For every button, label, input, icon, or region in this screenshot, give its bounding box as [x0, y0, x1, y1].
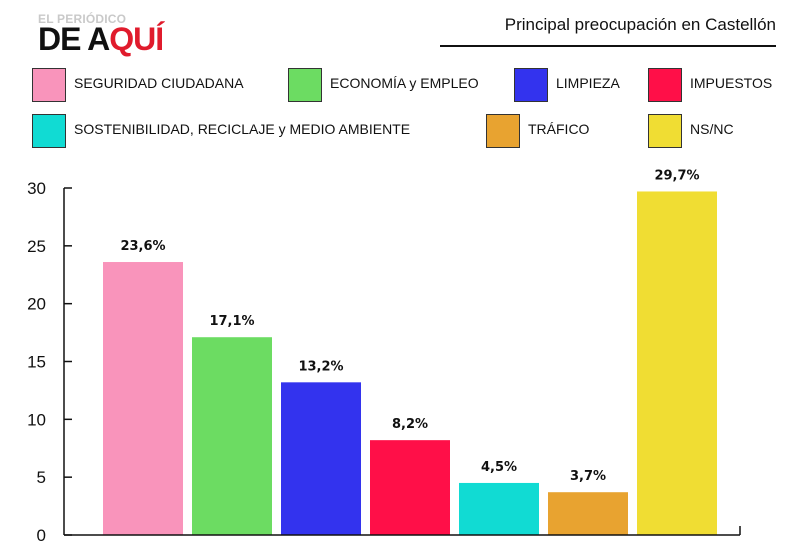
- legend-label: LIMPIEZA: [556, 75, 620, 91]
- y-tick-label: 20: [27, 295, 46, 314]
- y-tick-label: 15: [27, 353, 46, 372]
- bar-value-label: 23,6%: [120, 239, 165, 254]
- bar-value-label: 17,1%: [209, 314, 254, 329]
- legend-label: TRÁFICO: [528, 121, 590, 137]
- legend-label: NS/NC: [690, 121, 734, 137]
- legend-swatch: [648, 68, 682, 102]
- legend-label: ECONOMÍA y EMPLEO: [330, 75, 479, 91]
- legend-swatch: [514, 68, 548, 102]
- bar-value-label: 13,2%: [298, 359, 343, 374]
- bar-0: [103, 262, 183, 535]
- bar-value-label: 29,7%: [654, 168, 699, 183]
- bar-1: [192, 337, 272, 535]
- y-tick-label: 30: [27, 179, 46, 198]
- chart-title: Principal preocupación en Castellón: [504, 15, 776, 34]
- bar-3: [370, 440, 450, 535]
- bar-chart: 23,6% 17,1% 13,2% 8,2% 4,5% 3,7% 29,7% 0 5 10 15 20…: [27, 168, 741, 545]
- legend-swatch: [648, 114, 682, 148]
- y-tick-label: 10: [27, 410, 46, 429]
- legend-swatch: [32, 68, 66, 102]
- bar-value-label: 3,7%: [570, 469, 606, 484]
- y-tick-label: 25: [27, 237, 46, 256]
- bar-6: [637, 191, 717, 535]
- bar-value-label: 4,5%: [481, 460, 517, 475]
- brand-logo: EL PERIÓDICO DE AQUÍ: [38, 12, 198, 56]
- title-underline: [440, 45, 776, 47]
- bar-5: [548, 492, 628, 535]
- bar-value-label: 8,2%: [392, 417, 428, 432]
- brand-logo-main: DE AQUÍ: [38, 21, 164, 57]
- bar-2: [281, 382, 361, 535]
- brand-logo-main-b: QUÍ: [109, 21, 164, 57]
- bar-4: [459, 482, 539, 535]
- legend-label: SEGURIDAD CIUDADANA: [74, 75, 244, 91]
- legend-swatch: [486, 114, 520, 148]
- legend-swatch: [288, 68, 322, 102]
- brand-logo-top: EL PERIÓDICO: [38, 12, 127, 26]
- y-tick-label: 5: [37, 468, 46, 487]
- y-tick-label: 0: [37, 526, 46, 545]
- legend-swatch: [32, 114, 66, 148]
- brand-logo-main-a: DE A: [38, 21, 110, 57]
- legend-label: SOSTENIBILIDAD, RECICLAJE y MEDIO AMBIEN…: [74, 121, 411, 137]
- legend-label: IMPUESTOS: [690, 75, 773, 91]
